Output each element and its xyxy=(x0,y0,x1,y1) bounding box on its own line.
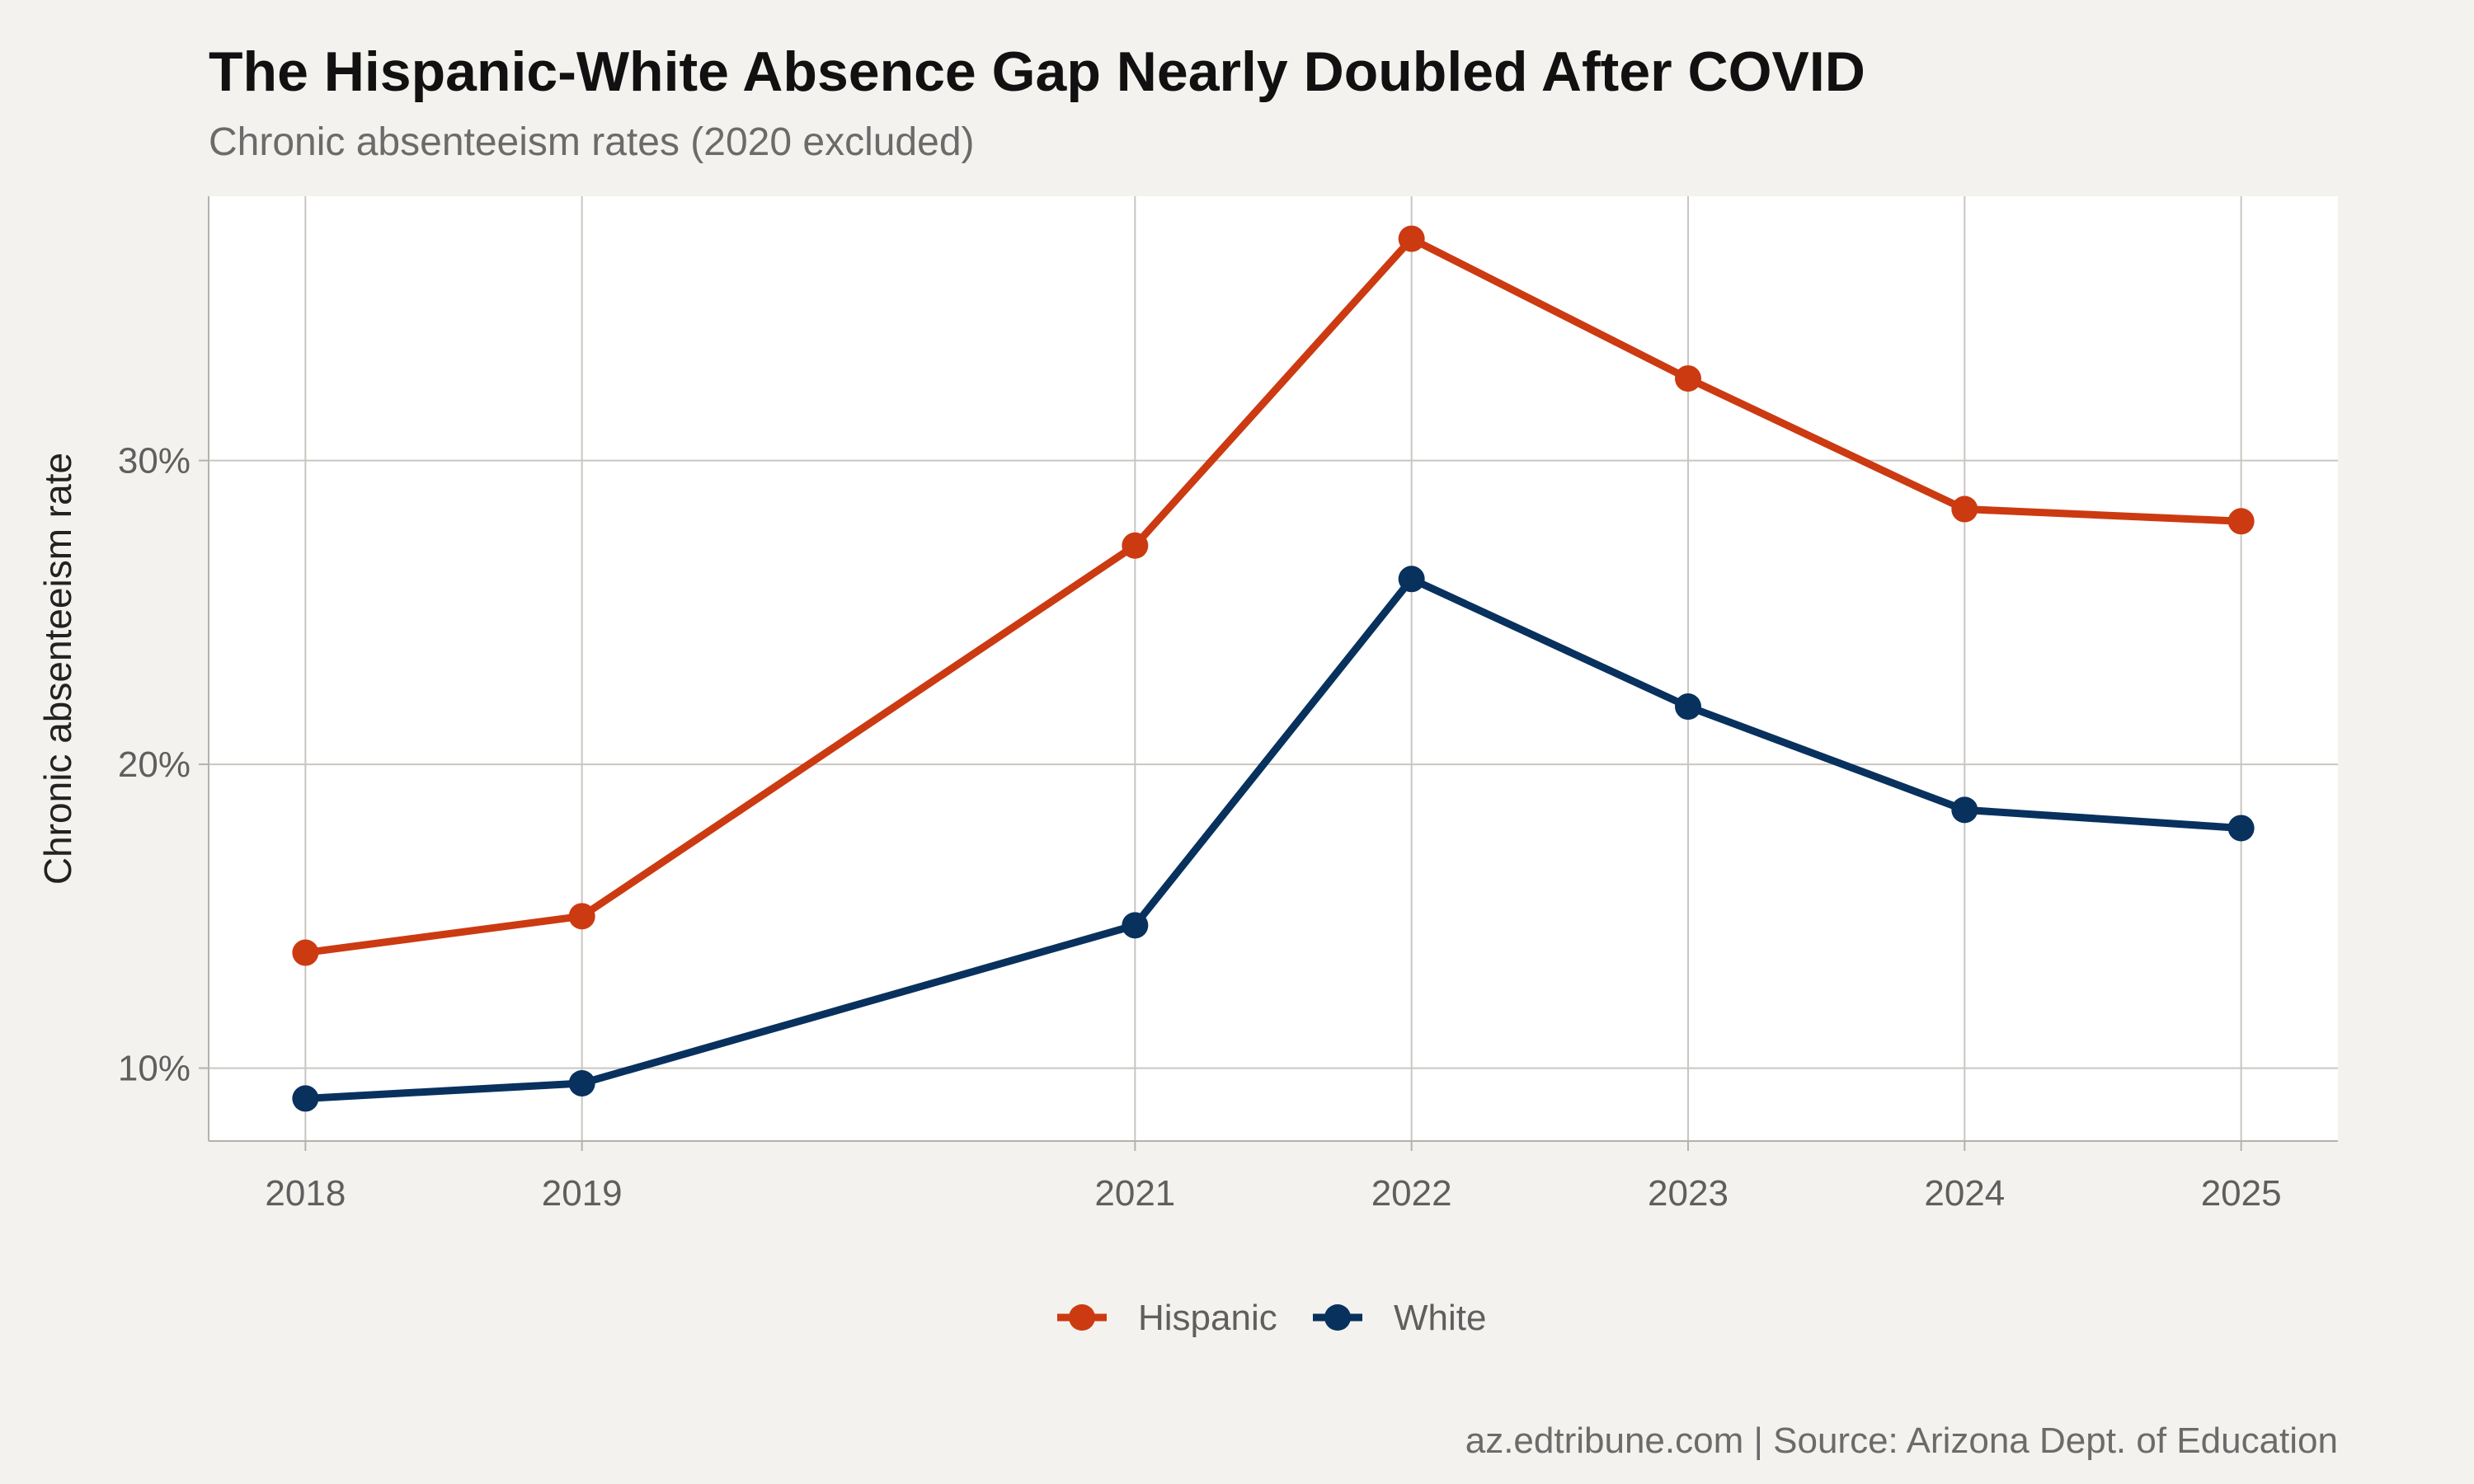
grid-lines xyxy=(209,196,2338,1141)
data-point-white-2023 xyxy=(1674,693,1701,721)
data-point-white-2025 xyxy=(2227,815,2255,842)
data-point-hispanic-2025 xyxy=(2227,508,2255,535)
x-tick-label-2019: 2019 xyxy=(542,1173,623,1214)
data-point-white-2024 xyxy=(1951,796,1978,824)
axes xyxy=(199,196,2338,1151)
data-point-hispanic-2023 xyxy=(1674,365,1701,392)
x-tick-label-2023: 2023 xyxy=(1648,1173,1729,1214)
y-tick-label-20: 20% xyxy=(118,744,190,785)
legend: Hispanic White xyxy=(1057,1298,1486,1338)
chart-caption: az.edtribune.com | Source: Arizona Dept.… xyxy=(1465,1421,2338,1461)
y-axis-label: Chronic absenteeism rate xyxy=(36,453,79,885)
data-point-white-2022 xyxy=(1398,566,1425,593)
data-point-hispanic-2022 xyxy=(1398,225,1425,252)
x-tick-label-2025: 2025 xyxy=(2201,1173,2282,1214)
legend-label-hispanic: Hispanic xyxy=(1138,1298,1277,1338)
data-point-white-2018 xyxy=(292,1085,319,1112)
data-point-white-2021 xyxy=(1122,912,1149,939)
legend-swatch-dot-white xyxy=(1324,1304,1351,1331)
legend-label-white: White xyxy=(1394,1298,1486,1338)
series-group xyxy=(292,225,2255,1112)
series-hispanic xyxy=(292,225,2255,966)
series-white xyxy=(292,566,2255,1112)
data-point-white-2019 xyxy=(568,1069,595,1097)
y-tick-label-30: 30% xyxy=(118,441,190,481)
legend-swatch-dot-hispanic xyxy=(1069,1304,1095,1331)
legend-item-hispanic: Hispanic xyxy=(1057,1298,1277,1338)
x-tick-label-2022: 2022 xyxy=(1371,1173,1452,1214)
plot-panel xyxy=(209,196,2338,1141)
y-tick-label-10: 10% xyxy=(118,1049,190,1089)
chart-subtitle: Chronic absenteeism rates (2020 excluded… xyxy=(209,120,975,164)
chart-title: The Hispanic-White Absence Gap Nearly Do… xyxy=(209,40,1865,103)
x-tick-label-2021: 2021 xyxy=(1094,1173,1175,1214)
data-point-hispanic-2019 xyxy=(568,903,595,930)
data-point-hispanic-2021 xyxy=(1122,532,1149,559)
x-tick-label-2024: 2024 xyxy=(1924,1173,2005,1214)
data-point-hispanic-2018 xyxy=(292,939,319,966)
y-tick-labels: 10% 20% 30% xyxy=(118,441,190,1089)
legend-item-white: White xyxy=(1313,1298,1486,1338)
data-point-hispanic-2024 xyxy=(1951,495,1978,523)
x-tick-label-2018: 2018 xyxy=(265,1173,346,1214)
x-tick-labels: 2018 2019 2021 2022 2023 2024 2025 xyxy=(265,1173,2281,1214)
